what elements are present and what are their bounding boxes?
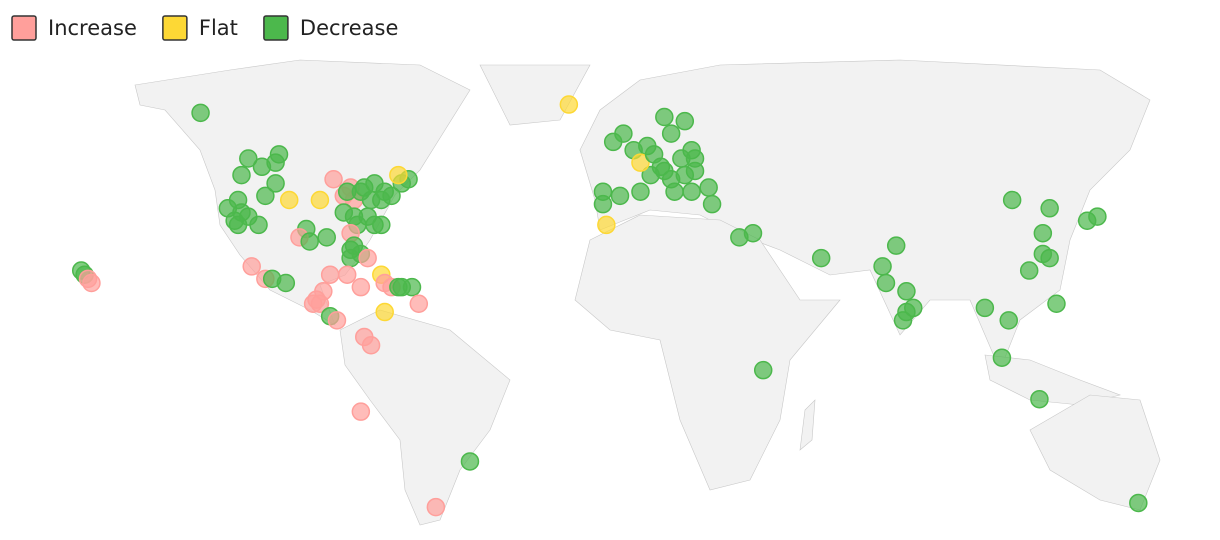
location-dot (361, 336, 381, 355)
legend-swatch (263, 15, 289, 41)
location-dot (1030, 389, 1049, 409)
south-america (339, 309, 511, 526)
location-dot (327, 311, 347, 330)
location-dot (372, 215, 391, 235)
location-dot (665, 182, 684, 201)
location-dot (232, 203, 251, 222)
location-dot (1129, 493, 1148, 513)
africa (574, 214, 841, 491)
location-dot (655, 161, 674, 181)
location-dot (256, 186, 275, 206)
location-dot (655, 107, 674, 127)
location-dot (279, 190, 299, 210)
location-dot (631, 182, 650, 201)
location-dot (873, 257, 892, 276)
legend-label: Increase (48, 16, 137, 40)
location-dot (249, 215, 268, 235)
location-dot (614, 124, 633, 143)
legend-label: Flat (199, 16, 238, 40)
location-dot (559, 95, 579, 114)
location-dot (1002, 190, 1022, 210)
location-dot (310, 294, 330, 313)
location-dot (351, 182, 371, 201)
location-dot (992, 348, 1012, 367)
location-dot (631, 153, 650, 172)
location-dot (1033, 223, 1053, 243)
location-dot (593, 194, 613, 214)
legend-swatch (11, 15, 37, 41)
location-dot (337, 265, 357, 284)
location-dot (675, 165, 695, 185)
location-dot (191, 103, 210, 123)
madagascar (799, 399, 816, 451)
location-dot (1047, 294, 1066, 313)
location-dot (232, 165, 251, 185)
location-dot (358, 248, 377, 268)
location-dot (351, 402, 371, 421)
location-dot (1040, 199, 1059, 218)
location-dot (1019, 261, 1039, 280)
location-dot (753, 360, 773, 380)
location-dot (675, 111, 695, 131)
location-dot (685, 149, 705, 168)
location-dot (317, 228, 336, 247)
location-dot (1033, 244, 1053, 264)
location-dot (682, 182, 701, 201)
australia (1029, 394, 1161, 511)
location-dot (266, 174, 285, 193)
location-dot (320, 265, 340, 284)
land (134, 59, 1161, 526)
location-dot (975, 298, 995, 318)
location-dot (389, 165, 408, 185)
location-dot (276, 273, 296, 293)
location-dot (239, 149, 258, 168)
location-dot (300, 232, 319, 251)
location-dot (644, 145, 664, 164)
location-dot (597, 215, 616, 235)
location-dot (409, 294, 429, 313)
location-dot (661, 124, 681, 143)
location-dot (324, 170, 343, 189)
location-dot (78, 269, 98, 289)
location-dot (699, 178, 718, 197)
legend: Increase Flat Decrease (11, 15, 398, 41)
greenland (479, 64, 591, 126)
location-dot (334, 203, 354, 222)
location-dot (897, 302, 916, 322)
dots (71, 95, 1148, 517)
location-dot (743, 223, 763, 243)
legend-swatch (162, 15, 188, 41)
location-dot (610, 186, 630, 206)
location-dot (375, 302, 394, 322)
location-dot (460, 452, 480, 471)
location-dot (402, 277, 422, 297)
location-dot (310, 190, 330, 210)
location-dot (269, 145, 289, 164)
legend-label: Decrease (300, 16, 398, 40)
location-dot (242, 257, 261, 276)
location-dot (351, 277, 371, 297)
location-dot (702, 194, 722, 214)
location-dot (876, 273, 896, 293)
location-dot (886, 236, 906, 255)
location-dot (426, 497, 446, 517)
location-dot (999, 311, 1018, 330)
location-dot (811, 248, 831, 268)
location-dot (897, 282, 916, 301)
location-dot (1088, 207, 1107, 226)
